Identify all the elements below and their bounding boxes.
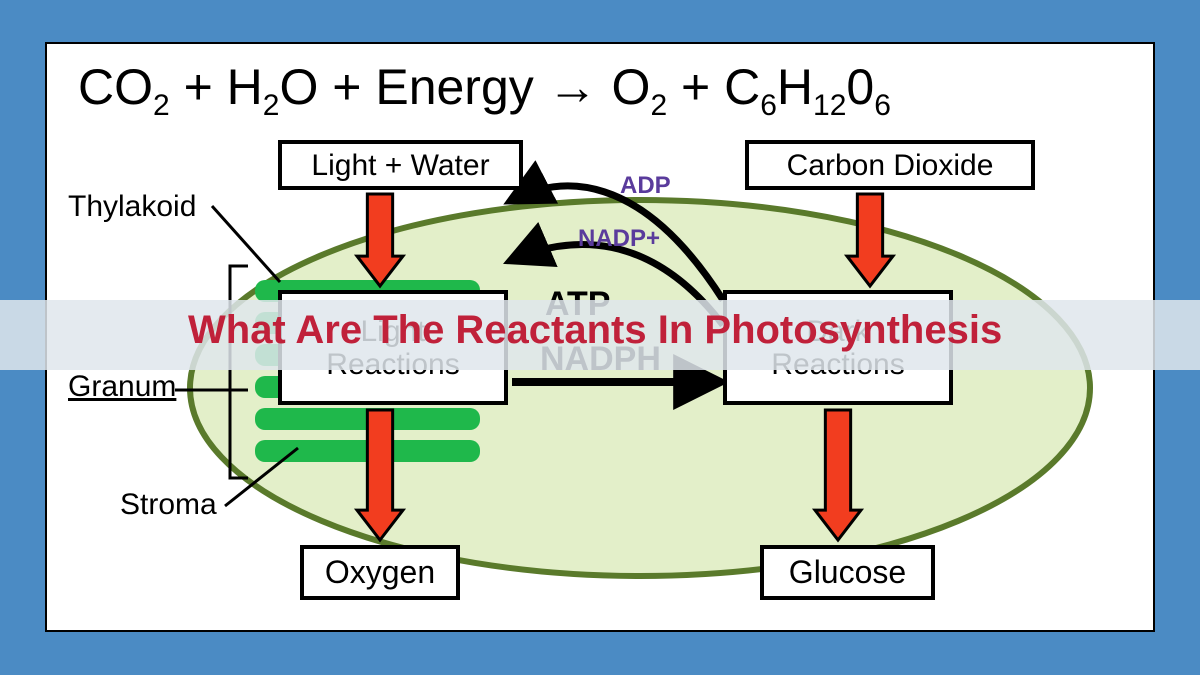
box-label: Glucose [789, 555, 906, 590]
label-granum: Granum [68, 370, 176, 404]
overlay-title: What Are The Reactants In Photosynthesis [188, 308, 1002, 353]
box-glucose: Glucose [760, 545, 935, 600]
box-light-water: Light + Water [278, 140, 523, 190]
box-carbon-dioxide: Carbon Dioxide [745, 140, 1035, 190]
box-oxygen: Oxygen [300, 545, 460, 600]
label-stroma: Stroma [120, 488, 217, 522]
box-label: Oxygen [325, 555, 435, 590]
box-label: Carbon Dioxide [787, 149, 994, 182]
box-label: Light + Water [311, 149, 489, 182]
label-adp: ADP [620, 172, 671, 200]
label-nadp: NADP+ [578, 225, 660, 253]
chemical-equation: CO2 + H2O + Energy → O2 + C6H1206 [78, 58, 891, 123]
label-thylakoid: Thylakoid [68, 190, 196, 224]
diagram-root: CO2 + H2O + Energy → O2 + C6H1206 Light … [0, 0, 1200, 675]
